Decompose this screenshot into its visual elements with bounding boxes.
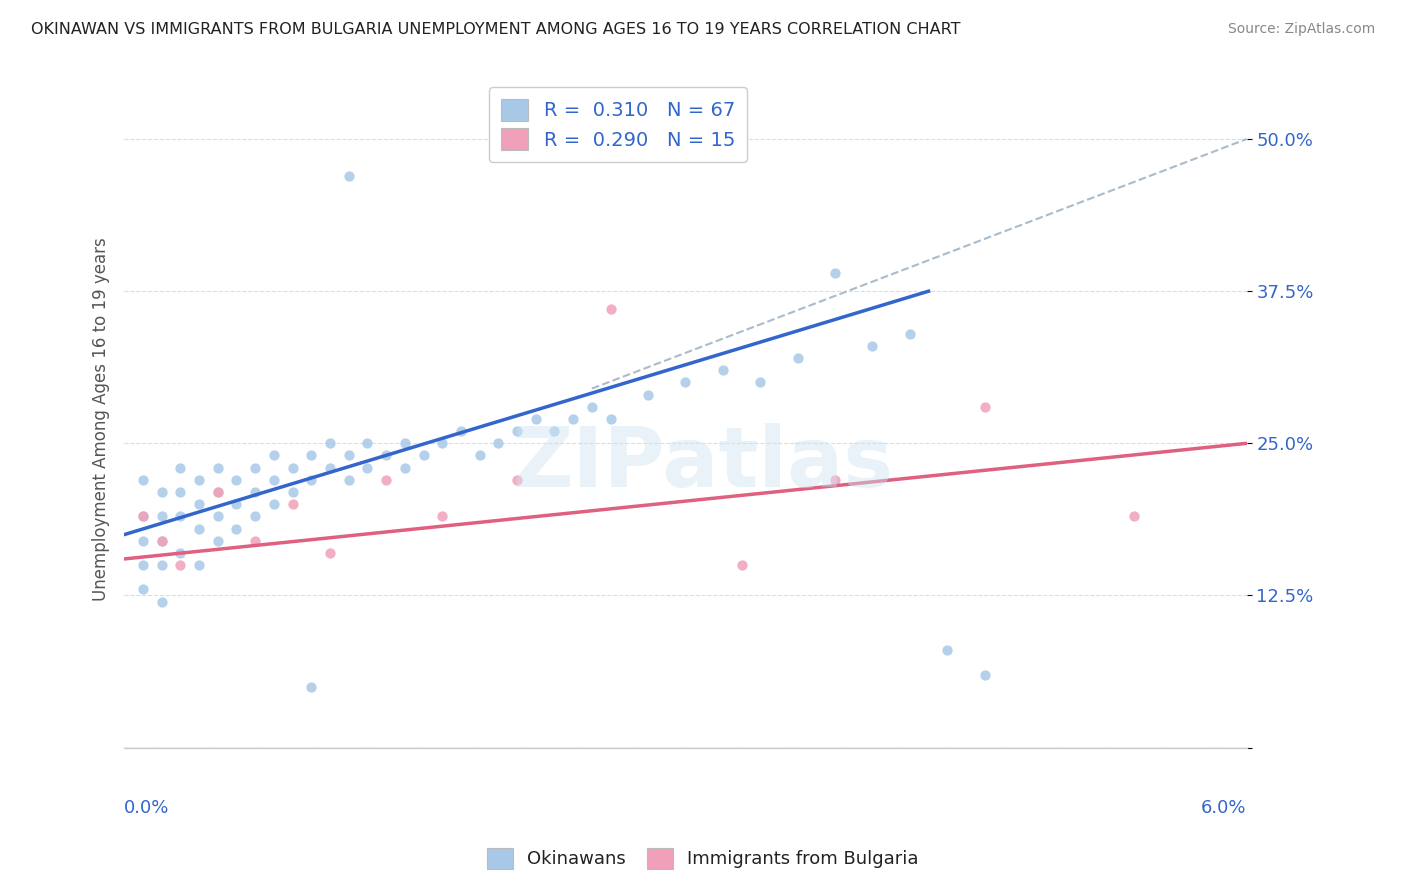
Point <box>711 363 734 377</box>
Point <box>132 582 155 597</box>
Point <box>375 449 398 463</box>
Point <box>243 533 266 548</box>
Point <box>432 509 454 524</box>
Point <box>824 266 846 280</box>
Point <box>150 485 173 500</box>
Point <box>337 169 360 183</box>
Point <box>169 546 191 560</box>
Point <box>225 473 247 487</box>
Point <box>637 387 659 401</box>
Point <box>599 412 621 426</box>
Point <box>299 473 322 487</box>
Point <box>169 460 191 475</box>
Point <box>824 473 846 487</box>
Point <box>356 436 378 450</box>
Point <box>281 460 304 475</box>
Point <box>132 473 155 487</box>
Point <box>337 449 360 463</box>
Point <box>263 473 285 487</box>
Text: 0.0%: 0.0% <box>124 798 170 817</box>
Point <box>207 485 229 500</box>
Point <box>281 497 304 511</box>
Point <box>243 509 266 524</box>
Point <box>150 533 173 548</box>
Point <box>319 460 342 475</box>
Point <box>394 436 416 450</box>
Point <box>299 449 322 463</box>
Point <box>356 460 378 475</box>
Point <box>581 400 603 414</box>
Point <box>150 558 173 572</box>
Point <box>169 509 191 524</box>
Point <box>599 302 621 317</box>
Point <box>730 558 752 572</box>
Point <box>506 424 529 438</box>
Point <box>207 485 229 500</box>
Point <box>263 497 285 511</box>
Point <box>749 376 772 390</box>
Text: ZIPatlas: ZIPatlas <box>513 424 893 504</box>
Point <box>188 522 211 536</box>
Point <box>319 546 342 560</box>
Point <box>524 412 547 426</box>
Point <box>673 376 696 390</box>
Point <box>188 497 211 511</box>
Point <box>1123 509 1146 524</box>
Point <box>281 485 304 500</box>
Point <box>150 509 173 524</box>
Point <box>132 509 155 524</box>
Point <box>263 449 285 463</box>
Point <box>132 533 155 548</box>
Point <box>150 594 173 608</box>
Point <box>450 424 472 438</box>
Point <box>225 522 247 536</box>
Point <box>786 351 808 365</box>
Point <box>337 473 360 487</box>
Legend: Okinawans, Immigrants from Bulgaria: Okinawans, Immigrants from Bulgaria <box>479 840 927 876</box>
Point <box>243 485 266 500</box>
Point <box>188 473 211 487</box>
Point <box>506 473 529 487</box>
Point <box>188 558 211 572</box>
Point <box>169 485 191 500</box>
Point <box>973 400 995 414</box>
Point <box>936 643 959 657</box>
Point <box>432 436 454 450</box>
Point <box>169 558 191 572</box>
Legend: R =  0.310   N = 67, R =  0.290   N = 15: R = 0.310 N = 67, R = 0.290 N = 15 <box>489 87 747 162</box>
Text: Source: ZipAtlas.com: Source: ZipAtlas.com <box>1227 22 1375 37</box>
Point <box>486 436 509 450</box>
Point <box>375 473 398 487</box>
Text: 6.0%: 6.0% <box>1201 798 1247 817</box>
Point <box>468 449 491 463</box>
Point <box>243 460 266 475</box>
Text: OKINAWAN VS IMMIGRANTS FROM BULGARIA UNEMPLOYMENT AMONG AGES 16 TO 19 YEARS CORR: OKINAWAN VS IMMIGRANTS FROM BULGARIA UNE… <box>31 22 960 37</box>
Point <box>412 449 434 463</box>
Point <box>299 680 322 694</box>
Point <box>150 533 173 548</box>
Point <box>207 509 229 524</box>
Point <box>543 424 565 438</box>
Point <box>225 497 247 511</box>
Point <box>207 533 229 548</box>
Point <box>898 326 921 341</box>
Point <box>862 339 884 353</box>
Point <box>562 412 585 426</box>
Point <box>207 460 229 475</box>
Point <box>132 558 155 572</box>
Point <box>132 509 155 524</box>
Point <box>394 460 416 475</box>
Point <box>973 667 995 681</box>
Y-axis label: Unemployment Among Ages 16 to 19 years: Unemployment Among Ages 16 to 19 years <box>93 237 110 601</box>
Point <box>319 436 342 450</box>
